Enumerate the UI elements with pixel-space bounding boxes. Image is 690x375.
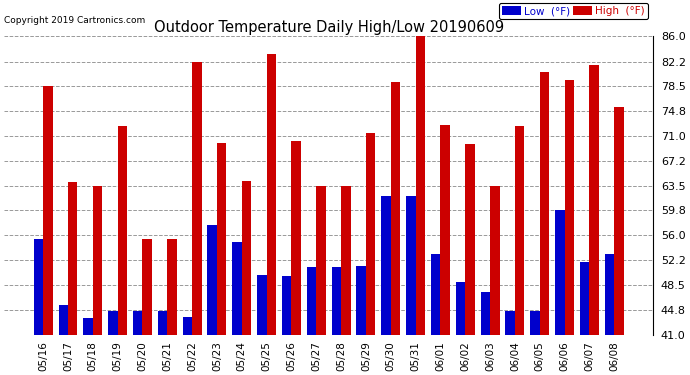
Bar <box>506 311 515 335</box>
Bar <box>490 186 500 335</box>
Bar <box>133 311 142 335</box>
Bar <box>605 254 614 335</box>
Bar <box>34 239 43 335</box>
Bar <box>580 262 589 335</box>
Bar <box>332 267 341 335</box>
Bar <box>415 36 425 335</box>
Bar <box>59 305 68 335</box>
Bar <box>208 225 217 335</box>
Bar <box>183 317 192 335</box>
Bar <box>589 65 599 335</box>
Bar <box>233 242 241 335</box>
Bar <box>357 266 366 335</box>
Bar <box>257 275 266 335</box>
Bar <box>83 318 92 335</box>
Bar <box>614 107 624 335</box>
Bar <box>481 292 490 335</box>
Bar <box>43 86 52 335</box>
Bar <box>167 239 177 335</box>
Bar <box>142 239 152 335</box>
Bar <box>117 126 127 335</box>
Bar <box>465 144 475 335</box>
Legend: Low  (°F), High  (°F): Low (°F), High (°F) <box>499 3 648 20</box>
Bar <box>382 195 391 335</box>
Bar <box>266 54 276 335</box>
Bar <box>282 276 291 335</box>
Bar <box>307 267 316 335</box>
Bar <box>431 254 440 335</box>
Bar <box>341 186 351 335</box>
Bar <box>540 72 549 335</box>
Bar <box>316 186 326 335</box>
Bar <box>456 282 465 335</box>
Bar <box>440 124 450 335</box>
Bar <box>515 126 524 335</box>
Bar <box>192 62 201 335</box>
Title: Outdoor Temperature Daily High/Low 20190609: Outdoor Temperature Daily High/Low 20190… <box>154 20 504 35</box>
Bar <box>366 133 375 335</box>
Bar <box>241 181 251 335</box>
Text: Copyright 2019 Cartronics.com: Copyright 2019 Cartronics.com <box>4 16 146 25</box>
Bar <box>158 311 167 335</box>
Bar <box>217 142 226 335</box>
Bar <box>531 311 540 335</box>
Bar <box>108 311 117 335</box>
Bar <box>68 182 77 335</box>
Bar <box>564 80 574 335</box>
Bar <box>406 195 415 335</box>
Bar <box>291 141 301 335</box>
Bar <box>92 186 102 335</box>
Bar <box>555 210 564 335</box>
Bar <box>391 81 400 335</box>
